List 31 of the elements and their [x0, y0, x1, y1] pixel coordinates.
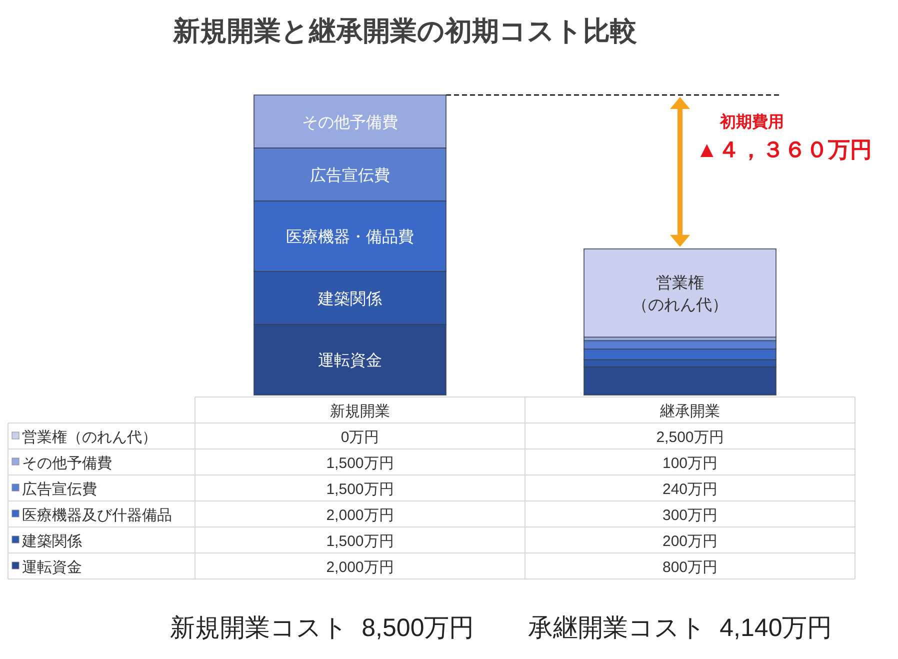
- text: 承継開業コスト 4,140万円: [528, 614, 832, 642]
- data-label: 100万円: [662, 455, 718, 472]
- x-tick-label: 継承開業: [659, 403, 720, 420]
- legend-label: 広告宣伝費: [22, 481, 97, 498]
- data-label: 2,000万円: [326, 507, 394, 524]
- legend-label: その他予備費: [22, 455, 112, 472]
- data-label: 1,500万円: [326, 481, 394, 498]
- legend-label: 運転資金: [22, 559, 82, 576]
- annotation: 広告宣伝費: [310, 166, 390, 184]
- annotation: 運転資金: [318, 352, 382, 370]
- data-label: 1,500万円: [326, 533, 394, 550]
- data-label: 0万円: [340, 429, 380, 446]
- chart-title: 新規開業と継承開業の初期コスト比較: [172, 16, 638, 46]
- annotation: ▲４，３６０万円: [696, 137, 872, 162]
- data-label: 2,500万円: [656, 429, 724, 446]
- x-tick-label: 新規開業: [330, 403, 390, 420]
- annotation: 初期費用: [719, 113, 784, 131]
- data-label: 200万円: [662, 533, 718, 550]
- data-label: 1,500万円: [326, 455, 394, 472]
- legend-label: 建築関係: [21, 533, 82, 550]
- annotation: 医療機器・備品費: [286, 228, 414, 246]
- data-label: 800万円: [662, 559, 718, 576]
- data-label: 2,000万円: [326, 559, 394, 576]
- annotation: その他予備費: [302, 113, 398, 132]
- data-label: 240万円: [662, 481, 718, 498]
- data-label: 300万円: [662, 507, 718, 524]
- legend-label: 営業権（のれん代）: [22, 429, 157, 446]
- legend-label: 医療機器及び什器備品: [22, 507, 172, 524]
- annotation: 建築関係: [317, 290, 382, 308]
- text: 新規開業コスト 8,500万円: [170, 614, 474, 642]
- annotation: 営業権（のれん代）: [632, 274, 728, 314]
